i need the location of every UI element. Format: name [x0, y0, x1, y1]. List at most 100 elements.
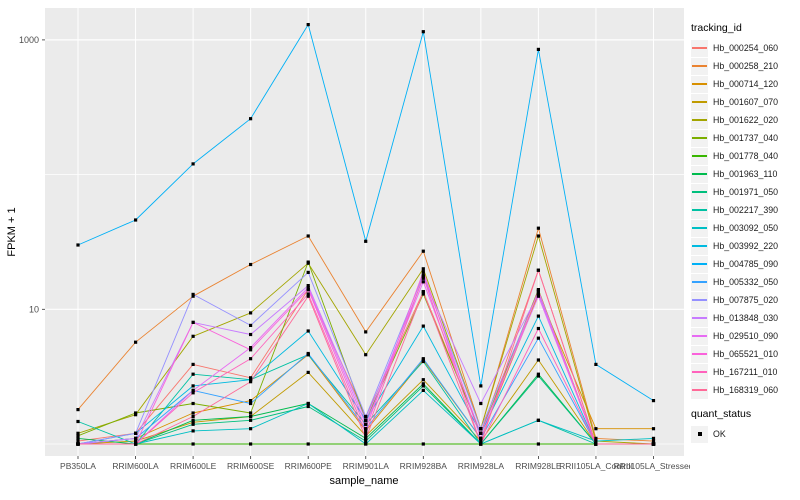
data-point	[249, 376, 253, 380]
data-point	[536, 47, 540, 51]
x-tick-label: RRIM600LA	[112, 461, 159, 471]
data-point	[421, 280, 425, 284]
data-point	[306, 288, 310, 292]
data-point	[191, 388, 195, 392]
data-point	[76, 408, 80, 412]
data-point	[134, 439, 138, 443]
data-point	[191, 372, 195, 376]
data-point	[191, 411, 195, 415]
data-point	[76, 436, 80, 440]
legend-item: Hb_001607_070	[691, 93, 799, 111]
data-point	[76, 439, 80, 443]
x-tick-label: RRIM600PE	[285, 461, 333, 471]
legend-item: Hb_001963_110	[691, 165, 799, 183]
data-point	[536, 374, 540, 378]
plot-area: 10 1000 PB350LA RRIM600LA RRIM600LE RRIM600SE…	[19, 8, 690, 471]
data-point	[479, 427, 483, 431]
legend-item-label: Hb_001963_110	[713, 169, 778, 179]
legend-key-line-icon	[691, 183, 708, 201]
legend-item: Hb_005332_050	[691, 273, 799, 291]
data-point	[594, 427, 598, 431]
data-point	[306, 234, 310, 238]
data-point	[134, 340, 138, 344]
data-point	[536, 288, 540, 293]
data-point	[191, 294, 195, 298]
data-point	[134, 411, 138, 415]
legend-item: Hb_167211_010	[691, 363, 799, 381]
data-point	[306, 370, 310, 374]
data-point	[364, 431, 368, 435]
data-point	[364, 418, 368, 422]
data-point	[421, 382, 425, 386]
legend-item: Hb_001971_050	[691, 183, 799, 201]
data-point	[306, 284, 310, 288]
x-axis-title: sample_name	[329, 475, 398, 487]
data-point	[191, 362, 195, 366]
data-point	[364, 353, 368, 357]
legend-item: Hb_001778_040	[691, 147, 799, 165]
legend-item: Hb_029510_090	[691, 327, 799, 345]
data-point	[536, 268, 540, 272]
legend-item-label: Hb_000714_120	[713, 79, 779, 89]
data-point	[249, 399, 253, 403]
data-point	[421, 270, 425, 274]
data-point	[421, 442, 425, 446]
legend-item-label: Hb_013848_030	[713, 313, 779, 323]
x-tick-label: PB350LA	[60, 461, 96, 471]
y-axis-title: FPKM + 1	[6, 207, 18, 256]
data-point	[651, 399, 656, 403]
data-point	[249, 427, 253, 431]
legend-item-label: Hb_003992_220	[713, 241, 779, 251]
data-point	[421, 273, 425, 277]
legend-item-label: Hb_001607_070	[713, 97, 779, 107]
legend-item-label: Hb_001971_050	[713, 187, 779, 197]
legend-item-label: Hb_007875_020	[713, 295, 779, 305]
data-point	[651, 427, 656, 431]
data-point	[76, 419, 80, 424]
data-point	[421, 267, 425, 271]
legend-item-label: Hb_005332_050	[713, 277, 779, 287]
data-point	[76, 431, 80, 435]
data-point	[191, 401, 195, 406]
data-point	[536, 234, 540, 238]
data-point	[191, 391, 195, 395]
legend-item-label: Hb_001778_040	[713, 151, 779, 161]
data-point	[306, 23, 310, 27]
legend-item-label: OK	[713, 429, 726, 439]
legend-title-quant-status: quant_status	[691, 408, 752, 420]
data-point	[191, 420, 195, 424]
data-point	[76, 243, 80, 247]
x-tick-label: RRII105LA_Control	[559, 461, 633, 471]
data-point	[306, 260, 310, 264]
data-point	[364, 442, 368, 446]
legend-title-tracking-id: tracking_id	[691, 22, 742, 34]
data-point	[191, 442, 195, 446]
legend-key-line-icon	[691, 57, 708, 75]
data-point	[191, 162, 195, 166]
data-point	[306, 401, 310, 406]
legend-item-label: Hb_000258_210	[713, 61, 779, 71]
data-point	[421, 357, 425, 361]
data-point	[536, 442, 540, 446]
legend-item: Hb_000258_210	[691, 57, 799, 75]
x-tick-label: RRIM600SE	[227, 461, 275, 471]
data-point	[249, 378, 253, 382]
data-point	[249, 442, 253, 446]
data-point	[479, 384, 483, 388]
data-point	[536, 314, 540, 318]
data-point	[76, 434, 80, 438]
data-point	[249, 414, 253, 419]
legend-item-label: Hb_001737_040	[713, 133, 779, 143]
data-point	[364, 439, 368, 443]
legend-item-label: Hb_004785_090	[713, 259, 779, 269]
data-point	[479, 401, 483, 406]
data-point	[134, 431, 138, 435]
data-point	[191, 384, 195, 388]
data-point	[191, 292, 195, 296]
data-point	[364, 414, 368, 419]
legend-item: Hb_001622_020	[691, 111, 799, 129]
data-point	[421, 30, 425, 34]
data-point	[364, 330, 368, 334]
data-point	[421, 290, 425, 294]
